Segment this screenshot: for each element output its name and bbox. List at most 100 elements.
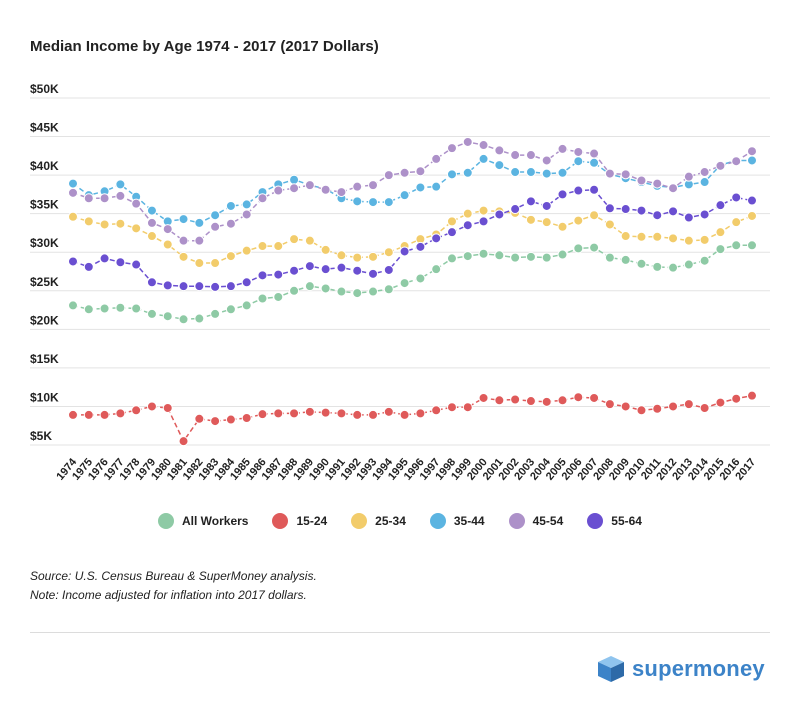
data-point-35-44[interactable] [699, 177, 710, 188]
data-point-55-64[interactable] [525, 196, 536, 207]
data-point-55-64[interactable] [683, 212, 694, 223]
data-point-55-64[interactable] [241, 277, 252, 288]
data-point-55-64[interactable] [162, 280, 173, 291]
data-point-45-54[interactable] [336, 187, 347, 198]
data-point-25-34[interactable] [115, 218, 126, 229]
data-point-45-54[interactable] [668, 183, 679, 194]
data-point-35-44[interactable] [352, 196, 363, 207]
data-point-35-44[interactable] [557, 167, 568, 178]
data-point-55-64[interactable] [494, 209, 505, 220]
data-point-25-34[interactable] [241, 245, 252, 256]
data-point-45-54[interactable] [68, 187, 78, 198]
data-point-45-54[interactable] [747, 146, 757, 157]
data-point-25-34[interactable] [273, 241, 284, 252]
data-point-25-34[interactable] [352, 252, 363, 263]
data-point-all-workers[interactable] [352, 288, 363, 299]
data-point-45-54[interactable] [289, 183, 300, 194]
data-point-45-54[interactable] [573, 146, 584, 157]
data-point-55-64[interactable] [668, 206, 679, 217]
data-point-55-64[interactable] [462, 220, 473, 231]
data-point-15-24[interactable] [304, 406, 315, 417]
data-point-all-workers[interactable] [525, 251, 536, 262]
data-point-55-64[interactable] [131, 259, 142, 270]
data-point-45-54[interactable] [115, 190, 126, 201]
data-point-15-24[interactable] [99, 409, 110, 420]
data-point-55-64[interactable] [699, 209, 710, 220]
data-point-15-24[interactable] [352, 409, 363, 420]
data-point-55-64[interactable] [731, 192, 742, 203]
data-point-15-24[interactable] [115, 408, 126, 419]
data-point-25-34[interactable] [604, 219, 615, 230]
data-point-55-64[interactable] [289, 265, 300, 276]
data-point-15-24[interactable] [636, 405, 647, 416]
data-point-all-workers[interactable] [194, 313, 205, 324]
data-point-15-24[interactable] [368, 409, 379, 420]
data-point-55-64[interactable] [257, 270, 268, 281]
data-point-45-54[interactable] [241, 209, 252, 220]
data-point-all-workers[interactable] [573, 243, 584, 254]
data-point-25-34[interactable] [162, 239, 173, 250]
data-point-35-44[interactable] [68, 178, 78, 189]
data-point-25-34[interactable] [557, 221, 568, 232]
data-point-all-workers[interactable] [320, 283, 331, 294]
data-point-45-54[interactable] [368, 180, 379, 191]
data-point-35-44[interactable] [462, 167, 473, 178]
data-point-15-24[interactable] [652, 403, 663, 414]
data-point-45-54[interactable] [589, 148, 600, 159]
data-point-25-34[interactable] [573, 215, 584, 226]
data-point-35-44[interactable] [383, 197, 394, 208]
data-point-15-24[interactable] [431, 405, 442, 416]
data-point-25-34[interactable] [304, 235, 315, 246]
data-point-all-workers[interactable] [210, 308, 221, 319]
data-point-55-64[interactable] [589, 184, 600, 195]
data-point-55-64[interactable] [573, 185, 584, 196]
data-point-55-64[interactable] [510, 204, 521, 215]
data-point-25-34[interactable] [99, 219, 110, 230]
data-point-all-workers[interactable] [747, 240, 757, 251]
data-point-15-24[interactable] [699, 402, 710, 413]
data-point-25-34[interactable] [446, 216, 457, 227]
data-point-45-54[interactable] [715, 160, 726, 171]
data-point-45-54[interactable] [494, 145, 505, 156]
data-point-35-44[interactable] [541, 168, 552, 179]
data-point-all-workers[interactable] [368, 286, 379, 297]
data-point-all-workers[interactable] [273, 291, 284, 302]
data-point-35-44[interactable] [399, 190, 410, 201]
data-point-25-34[interactable] [715, 227, 726, 238]
data-point-15-24[interactable] [478, 392, 489, 403]
legend-item-15-24[interactable]: 15-24 [272, 513, 327, 529]
data-point-45-54[interactable] [99, 193, 110, 204]
data-point-35-44[interactable] [494, 160, 505, 171]
data-point-45-54[interactable] [462, 136, 473, 147]
data-point-all-workers[interactable] [683, 259, 694, 270]
data-point-25-34[interactable] [368, 251, 379, 262]
data-point-15-24[interactable] [747, 390, 757, 401]
legend-item-55-64[interactable]: 55-64 [587, 513, 642, 529]
data-point-all-workers[interactable] [336, 286, 347, 297]
data-point-all-workers[interactable] [557, 249, 568, 260]
data-point-35-44[interactable] [194, 217, 205, 228]
data-point-15-24[interactable] [289, 408, 300, 419]
data-point-15-24[interactable] [683, 399, 694, 410]
data-point-35-44[interactable] [525, 167, 536, 178]
data-point-35-44[interactable] [446, 169, 457, 180]
data-point-35-44[interactable] [210, 210, 221, 221]
data-point-55-64[interactable] [415, 241, 426, 252]
data-point-all-workers[interactable] [83, 304, 94, 315]
data-point-15-24[interactable] [68, 409, 78, 420]
data-point-45-54[interactable] [83, 193, 94, 204]
data-point-55-64[interactable] [320, 264, 331, 275]
data-point-15-24[interactable] [715, 397, 726, 408]
data-point-15-24[interactable] [510, 394, 521, 405]
data-point-55-64[interactable] [273, 269, 284, 280]
data-point-25-34[interactable] [525, 214, 536, 225]
data-point-45-54[interactable] [162, 224, 173, 235]
data-point-all-workers[interactable] [162, 311, 173, 322]
data-point-15-24[interactable] [541, 396, 552, 407]
data-point-55-64[interactable] [178, 281, 189, 292]
data-point-35-44[interactable] [747, 155, 757, 166]
data-point-25-34[interactable] [289, 234, 300, 245]
data-point-45-54[interactable] [273, 185, 284, 196]
data-point-15-24[interactable] [162, 402, 173, 413]
data-point-15-24[interactable] [525, 396, 536, 407]
